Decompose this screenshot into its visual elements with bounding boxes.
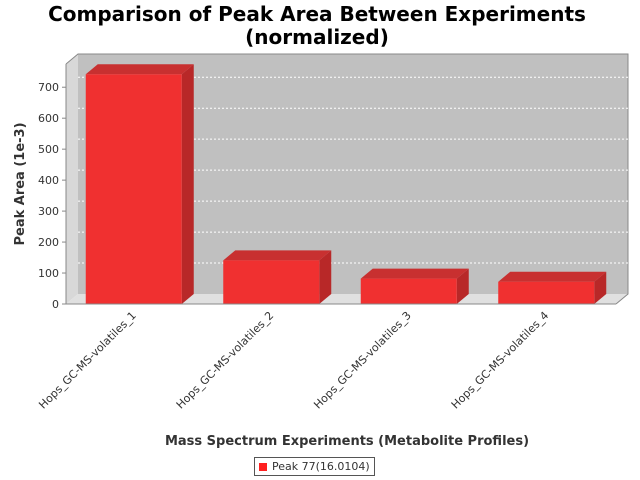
bars <box>85 64 607 304</box>
x-tick-label: Hops_GC-MS-volatiles_1 <box>36 309 139 412</box>
legend: Peak 77(16.0104) <box>254 457 375 476</box>
y-tick-label: 400 <box>38 174 59 187</box>
x-tick-labels: Hops_GC-MS-volatiles_1 Hops_GC-MS-volatil… <box>36 309 551 412</box>
y-axis-label: Peak Area (1e-3) <box>13 122 28 245</box>
x-axis-label: Mass Spectrum Experiments (Metabolite Pr… <box>165 434 529 449</box>
bar-top <box>360 268 469 279</box>
legend-label: Peak 77(16.0104) <box>272 460 370 473</box>
chart-title-line2: (normalized) <box>245 25 389 49</box>
bar-top <box>498 271 607 282</box>
x-tick-label: Hops_GC-MS-volatiles_2 <box>174 309 277 412</box>
chart-title-line1: Comparison of Peak Area Between Experime… <box>48 2 586 26</box>
y-tick-label: 100 <box>38 267 59 280</box>
plot-outline <box>65 53 629 305</box>
y-tick-labels: 0 100 200 300 400 500 600 700 <box>38 81 66 311</box>
plot-floor <box>66 294 628 304</box>
bar-side <box>456 268 469 304</box>
y-tick-label: 700 <box>38 81 59 94</box>
y-tick-label: 300 <box>38 205 59 218</box>
bar-top <box>85 64 194 75</box>
bar-top <box>223 250 332 261</box>
y-tick-label: 500 <box>38 143 59 156</box>
bar <box>360 278 457 304</box>
bar <box>498 281 595 304</box>
bar-side <box>181 64 194 304</box>
plot-left-wall <box>66 54 78 304</box>
y-tick-label: 600 <box>38 112 59 125</box>
y-tick-label: 200 <box>38 236 59 249</box>
x-tick-label: Hops_GC-MS-volatiles_4 <box>449 309 552 412</box>
bar-side <box>319 250 332 304</box>
x-tick-label: Hops_GC-MS-volatiles_3 <box>311 309 414 412</box>
bar-side <box>594 271 607 304</box>
legend-swatch <box>259 462 267 471</box>
plot-back-wall <box>78 54 628 294</box>
bar <box>85 74 182 304</box>
y-tick-label: 0 <box>52 298 59 311</box>
bar <box>223 260 320 304</box>
